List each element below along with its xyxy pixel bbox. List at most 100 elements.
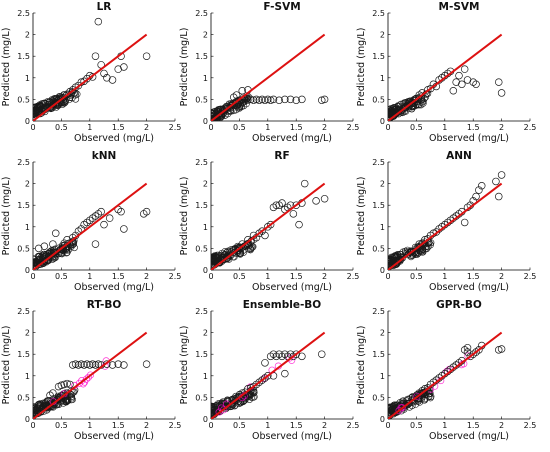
y-tick-label: 0 <box>380 117 385 126</box>
highlight-point <box>220 406 228 414</box>
fit-line <box>211 331 326 419</box>
y-tick-label: 1 <box>25 223 30 232</box>
x-tick-label: 2 <box>499 421 504 430</box>
data-point <box>60 99 68 107</box>
y-tick-label: 2.5 <box>17 158 30 167</box>
y-tick-label: 0 <box>25 266 30 275</box>
data-point <box>281 350 289 358</box>
y-tick-label: 2 <box>380 31 385 40</box>
data-point <box>292 96 300 105</box>
data-point <box>120 63 128 71</box>
data-point <box>269 203 278 212</box>
x-tick-label: 0 <box>208 272 213 281</box>
data-point <box>421 396 429 404</box>
data-point <box>227 101 235 109</box>
data-point <box>264 372 272 380</box>
x-axis-label: Observed (mg/L) <box>252 431 332 442</box>
data-point <box>410 102 418 110</box>
x-tick-label: 0.5 <box>233 421 246 430</box>
data-point <box>249 96 258 105</box>
data-point <box>108 76 117 84</box>
data-point <box>39 250 47 258</box>
highlight-point <box>86 371 95 379</box>
data-point <box>49 240 57 248</box>
data-point <box>258 376 266 384</box>
data-point <box>417 248 425 256</box>
x-tick-label: 0.5 <box>233 272 246 281</box>
data-point <box>458 80 466 89</box>
data-point <box>388 260 393 268</box>
y-tick-label: 2 <box>380 329 385 338</box>
y-tick-label: 2.5 <box>372 9 385 18</box>
data-point <box>142 360 151 368</box>
x-tick-label: 1.5 <box>290 421 303 430</box>
data-point <box>400 99 408 107</box>
y-tick-label: 0 <box>380 266 385 275</box>
data-point <box>497 89 506 97</box>
x-tick-label: 1.5 <box>467 272 480 281</box>
data-point <box>250 393 258 401</box>
data-point <box>58 392 66 400</box>
marks-group <box>388 33 506 121</box>
data-point <box>492 177 500 186</box>
x-axis-label: Observed (mg/L) <box>74 133 154 144</box>
highlight-point <box>286 354 294 362</box>
data-point <box>246 395 254 403</box>
data-point <box>117 207 125 216</box>
data-point <box>401 247 409 255</box>
data-point <box>237 399 245 407</box>
x-tick-label: 2.5 <box>524 123 537 132</box>
x-tick-label: 0 <box>30 272 35 281</box>
data-point <box>50 95 58 103</box>
marks-group <box>33 17 151 121</box>
data-point <box>35 400 43 408</box>
y-tick-label: 0 <box>203 117 208 126</box>
data-point <box>229 93 238 101</box>
data-point <box>261 231 269 240</box>
data-point <box>318 96 326 105</box>
y-tick-label: 0.5 <box>195 95 208 104</box>
data-point <box>424 243 432 251</box>
data-point <box>66 380 74 389</box>
data-point <box>142 207 151 216</box>
y-tick-label: 0.5 <box>372 95 385 104</box>
data-point <box>266 96 275 105</box>
x-tick-label: 0.5 <box>410 272 423 281</box>
data-point <box>252 95 261 104</box>
data-point <box>105 214 114 222</box>
data-point <box>266 352 275 361</box>
x-tick-label: 1.5 <box>290 123 303 132</box>
data-point <box>247 95 255 104</box>
data-point <box>42 400 50 408</box>
chart-panel-gpr-bo: GPR-BO 0 0.5 1 1.5 2 2.5 0 0.5 1 1.5 2 2.5 Observed (… <box>356 299 536 442</box>
data-point <box>281 369 289 378</box>
data-point <box>49 389 57 397</box>
data-point <box>275 350 283 358</box>
data-point <box>100 69 108 78</box>
x-tick-label: 1 <box>87 123 92 132</box>
data-point <box>460 218 469 227</box>
data-point <box>237 101 245 109</box>
data-point <box>91 361 100 369</box>
x-tick-label: 2 <box>322 421 327 430</box>
data-point <box>94 17 103 26</box>
data-point <box>77 360 86 368</box>
chart-title: ANN <box>446 150 472 162</box>
data-point <box>33 407 39 415</box>
data-point <box>51 229 60 238</box>
x-tick-label: 0.5 <box>55 123 68 132</box>
data-point <box>407 247 415 255</box>
data-point <box>472 192 480 201</box>
data-point <box>475 346 483 354</box>
data-point <box>68 396 76 404</box>
data-point <box>408 402 416 410</box>
data-point <box>289 352 298 361</box>
data-point <box>400 403 408 411</box>
fit-line <box>33 182 148 270</box>
data-point <box>91 240 100 248</box>
data-point <box>33 405 41 413</box>
y-tick-label: 0 <box>203 415 208 424</box>
data-point <box>114 360 122 368</box>
y-tick-label: 2 <box>380 180 385 189</box>
